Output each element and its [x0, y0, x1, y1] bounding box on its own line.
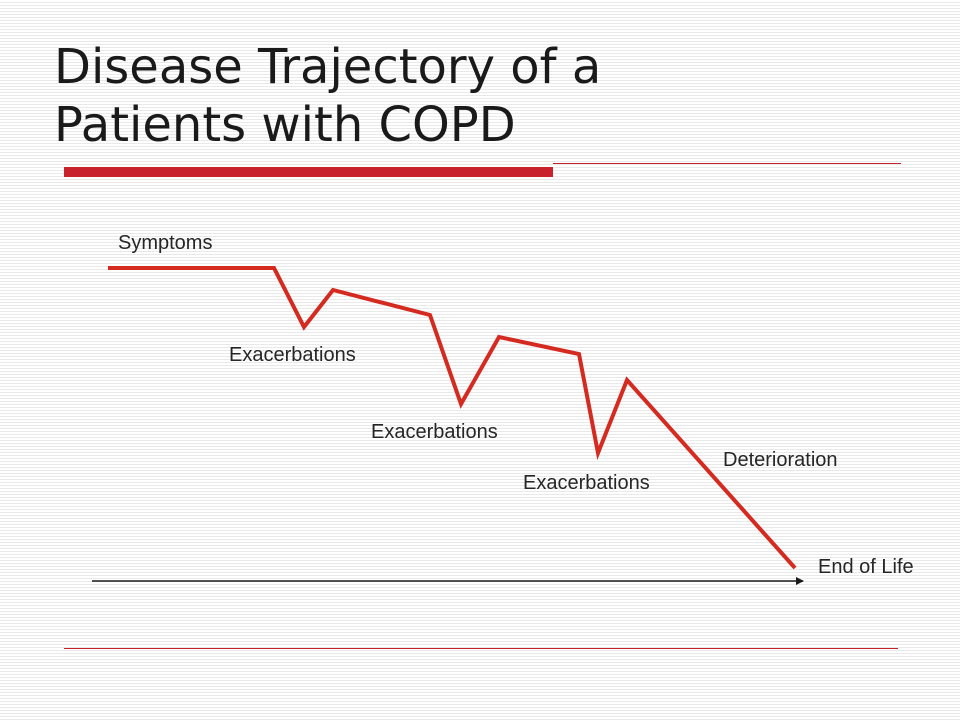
slide-title: Disease Trajectory of a Patients with CO… [54, 38, 874, 154]
end-of-life-label: End of Life [818, 556, 914, 578]
slide-title-line-2: Patients with COPD [54, 97, 516, 153]
deterioration-label: Deterioration [723, 449, 838, 471]
footer-divider-line [64, 648, 898, 649]
exacerbations-label-2: Exacerbations [371, 421, 498, 443]
disease-trajectory-line [108, 266, 797, 570]
title-accent-bar [64, 167, 553, 177]
symptoms-label: Symptoms [118, 232, 213, 254]
slide-title-line-1: Disease Trajectory of a [54, 39, 602, 95]
exacerbations-label-1: Exacerbations [229, 344, 356, 366]
exacerbations-label-3: Exacerbations [523, 472, 650, 494]
title-divider-line [553, 163, 901, 164]
